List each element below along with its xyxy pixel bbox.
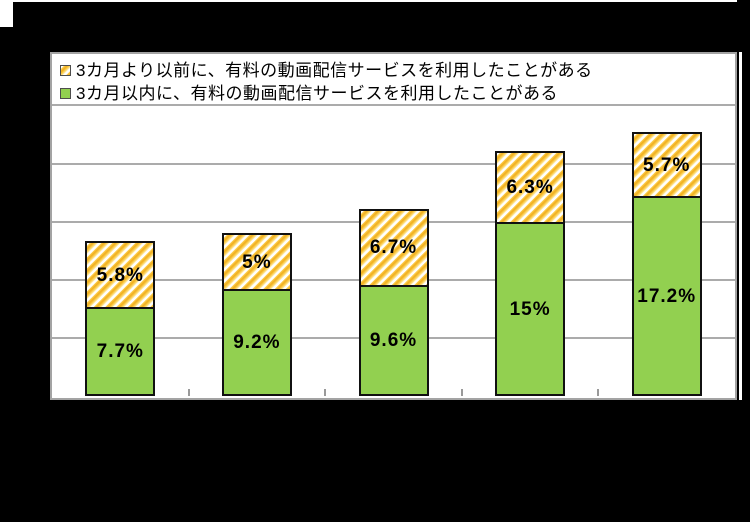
bar-stack: 5.8% 7.7% bbox=[85, 241, 156, 396]
bar-stack: 6.7% 9.6% bbox=[358, 208, 429, 396]
bar-value-label: 9.6% bbox=[369, 329, 418, 351]
bar-segment-within-3-months[interactable]: 15% bbox=[495, 222, 566, 396]
bar-value-label: 5% bbox=[242, 251, 272, 273]
bar-segment-before-3-months[interactable]: 5.8% bbox=[85, 241, 156, 309]
legend-item-within-3-months[interactable]: 3カ月以内に、有料の動画配信サービスを利用したことがある bbox=[60, 82, 735, 105]
legend-label-before-3-months: 3カ月より以前に、有料の動画配信サービスを利用したことがある bbox=[76, 61, 593, 80]
bar-segment-within-3-months[interactable]: 7.7% bbox=[85, 306, 156, 396]
x-axis-tick bbox=[597, 389, 600, 396]
legend-item-before-3-months[interactable]: 3カ月より以前に、有料の動画配信サービスを利用したことがある bbox=[60, 59, 735, 82]
bar-segment-within-3-months[interactable]: 17.2% bbox=[631, 196, 702, 396]
bar-segment-within-3-months[interactable]: 9.6% bbox=[358, 284, 429, 396]
plot-area: 5.8% 7.7% 5% 9.2% 6.7% 9.6% 6.3% 15% 5.7% 17.2% bbox=[52, 106, 735, 396]
bar-value-label: 7.7% bbox=[96, 340, 144, 362]
bar-stack: 5% 9.2% bbox=[221, 233, 292, 396]
bar-value-label: 6.7% bbox=[369, 237, 418, 259]
background-corner-notch bbox=[0, 0, 13, 27]
chart: 3カ月より以前に、有料の動画配信サービスを利用したことがある 3カ月以内に、有料… bbox=[50, 52, 737, 400]
background-right-strip bbox=[739, 52, 742, 400]
bar-segment-before-3-months[interactable]: 6.7% bbox=[358, 208, 429, 287]
bar-value-label: 9.2% bbox=[233, 332, 281, 354]
legend-swatch-green-icon bbox=[60, 88, 71, 99]
bar-segment-within-3-months[interactable]: 9.2% bbox=[221, 289, 292, 396]
background-top-strip bbox=[0, 0, 737, 2]
bar-value-label: 5.7% bbox=[643, 154, 691, 176]
bar-value-label: 17.2% bbox=[637, 285, 697, 307]
x-axis-tick bbox=[187, 389, 190, 396]
legend-label-within-3-months: 3カ月以内に、有料の動画配信サービスを利用したことがある bbox=[76, 84, 558, 103]
x-axis-tick bbox=[324, 389, 327, 396]
bar-stack: 5.7% 17.2% bbox=[631, 132, 702, 396]
x-axis-tick bbox=[460, 389, 463, 396]
bar-value-label: 5.8% bbox=[96, 264, 144, 286]
bar-segment-before-3-months[interactable]: 5.7% bbox=[631, 132, 702, 199]
bar-segment-before-3-months[interactable]: 5% bbox=[221, 233, 292, 292]
legend-swatch-hatch-icon bbox=[60, 65, 71, 76]
bar-value-label: 15% bbox=[509, 298, 551, 320]
gridline-20pct bbox=[52, 163, 735, 165]
bar-stack: 6.3% 15% bbox=[495, 150, 566, 396]
bar-segment-before-3-months[interactable]: 6.3% bbox=[495, 150, 566, 224]
bar-value-label: 6.3% bbox=[506, 176, 554, 198]
chart-legend: 3カ月より以前に、有料の動画配信サービスを利用したことがある 3カ月以内に、有料… bbox=[52, 54, 735, 106]
